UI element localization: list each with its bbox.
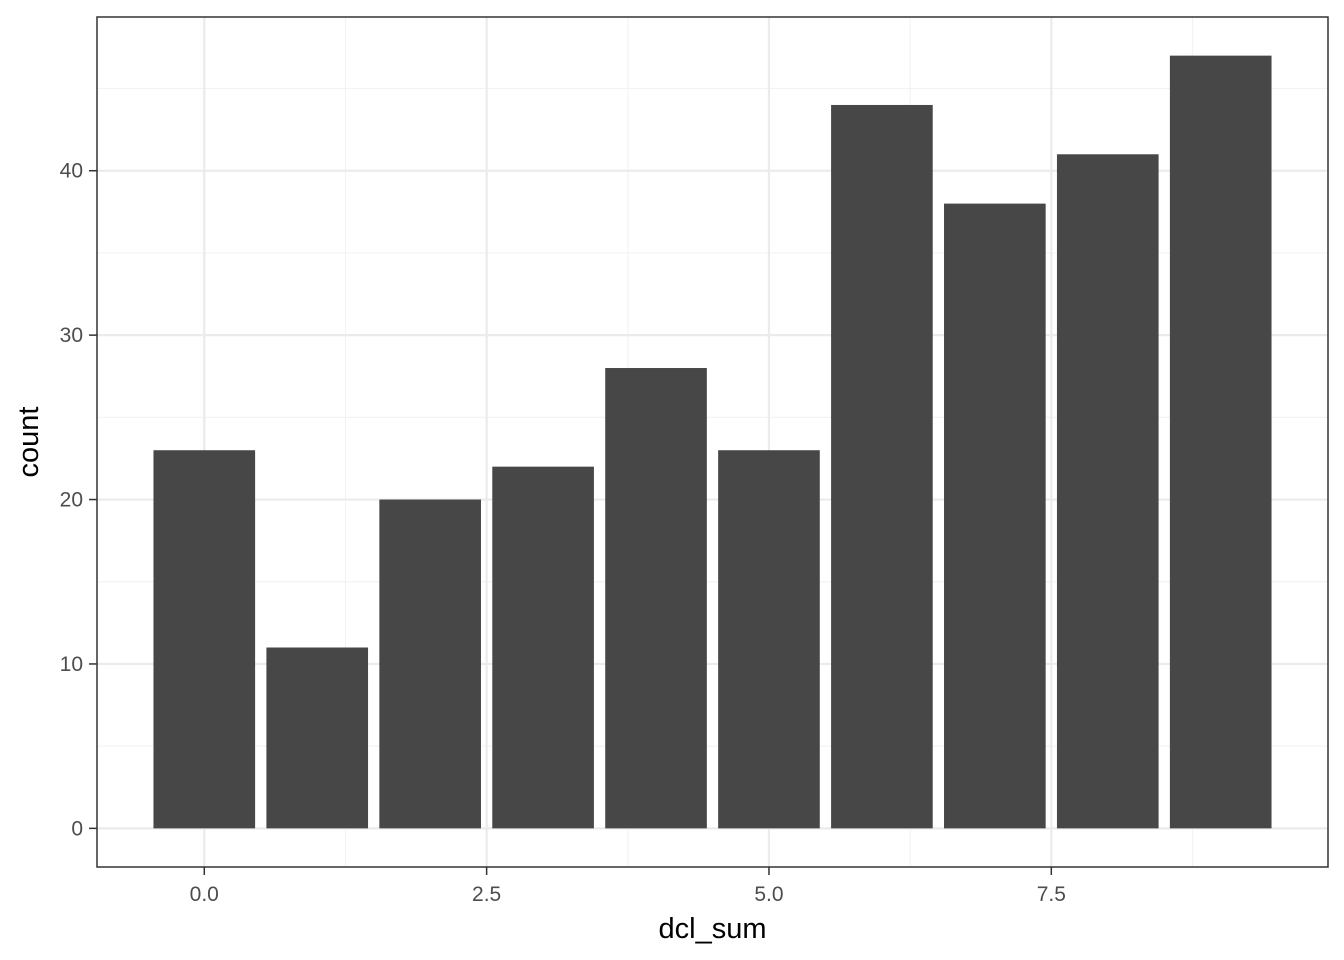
y-tick-label: 20 <box>60 489 83 512</box>
bar <box>831 104 933 829</box>
x-tick-label: 0.0 <box>190 883 219 906</box>
bar <box>153 450 256 829</box>
y-axis-ticks: 0 10 20 30 40 <box>60 160 97 840</box>
bar <box>379 499 481 829</box>
bar <box>1056 154 1159 829</box>
y-axis-title: count <box>13 407 45 478</box>
x-axis-title: dcl_sum <box>659 913 767 945</box>
x-tick-label: 5.0 <box>754 883 783 906</box>
bar <box>944 203 1046 829</box>
bar <box>492 466 594 829</box>
x-tick-label: 7.5 <box>1037 883 1066 906</box>
y-tick-label: 40 <box>60 160 83 183</box>
bar <box>266 647 369 829</box>
bar <box>718 450 820 829</box>
panel-border <box>96 16 1329 868</box>
bar <box>605 368 707 829</box>
x-tick-label: 2.5 <box>472 883 501 906</box>
bar <box>1169 55 1272 829</box>
bars <box>153 55 1272 829</box>
y-tick-label: 30 <box>60 324 83 347</box>
x-axis-ticks: 0.0 2.5 5.0 7.5 <box>190 867 1066 906</box>
y-tick-label: 0 <box>71 817 83 840</box>
y-tick-label: 10 <box>60 653 83 676</box>
